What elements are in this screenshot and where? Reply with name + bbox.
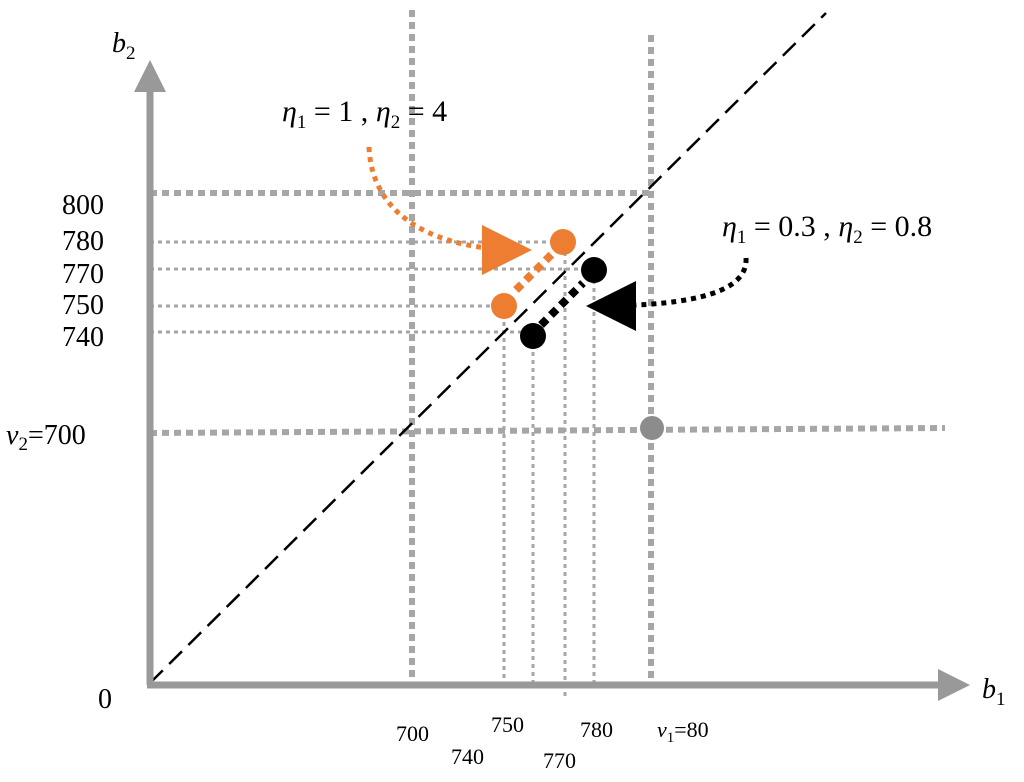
x-axis-arrowhead [938,669,970,701]
reference-lines [149,10,946,700]
orange-point-750 [491,293,517,319]
y-tick-780: 780 [62,226,104,257]
y-axis-label: b2 [112,28,136,64]
y-tick-750: 750 [62,290,104,321]
x-tick-770: 770 [543,748,576,773]
origin-label: 0 [98,684,112,715]
x-tick-740: 740 [451,744,484,769]
x-tick-780: 780 [580,717,613,742]
black-point-740 [520,323,546,349]
y-tick-800: 800 [62,190,104,221]
black-move-arrow [538,280,586,328]
annotation-black: η1 = 0.3 , η2 = 0.8 [722,210,932,248]
v1-label: v1=80 [657,717,709,746]
black-point-770 [581,257,607,283]
hline-v2 [149,425,946,436]
value-point [640,416,664,440]
orange-curved-arrow [366,146,532,275]
black-curved-arrow [586,257,749,331]
x-tick-750: 750 [491,712,524,737]
orange-point-780 [550,229,576,255]
axes [134,60,970,701]
orange-move-arrow [513,251,555,293]
x-tick-700: 700 [396,721,429,746]
diagonal-line [149,12,827,684]
v2-label: v2=700 [6,420,86,455]
x-axis-label: b1 [982,674,1006,710]
y-tick-740: 740 [62,322,104,353]
annotation-orange: η1 = 1 , η2 = 4 [282,95,447,133]
y-tick-770: 770 [62,259,104,290]
y-axis-arrowhead [134,60,166,92]
